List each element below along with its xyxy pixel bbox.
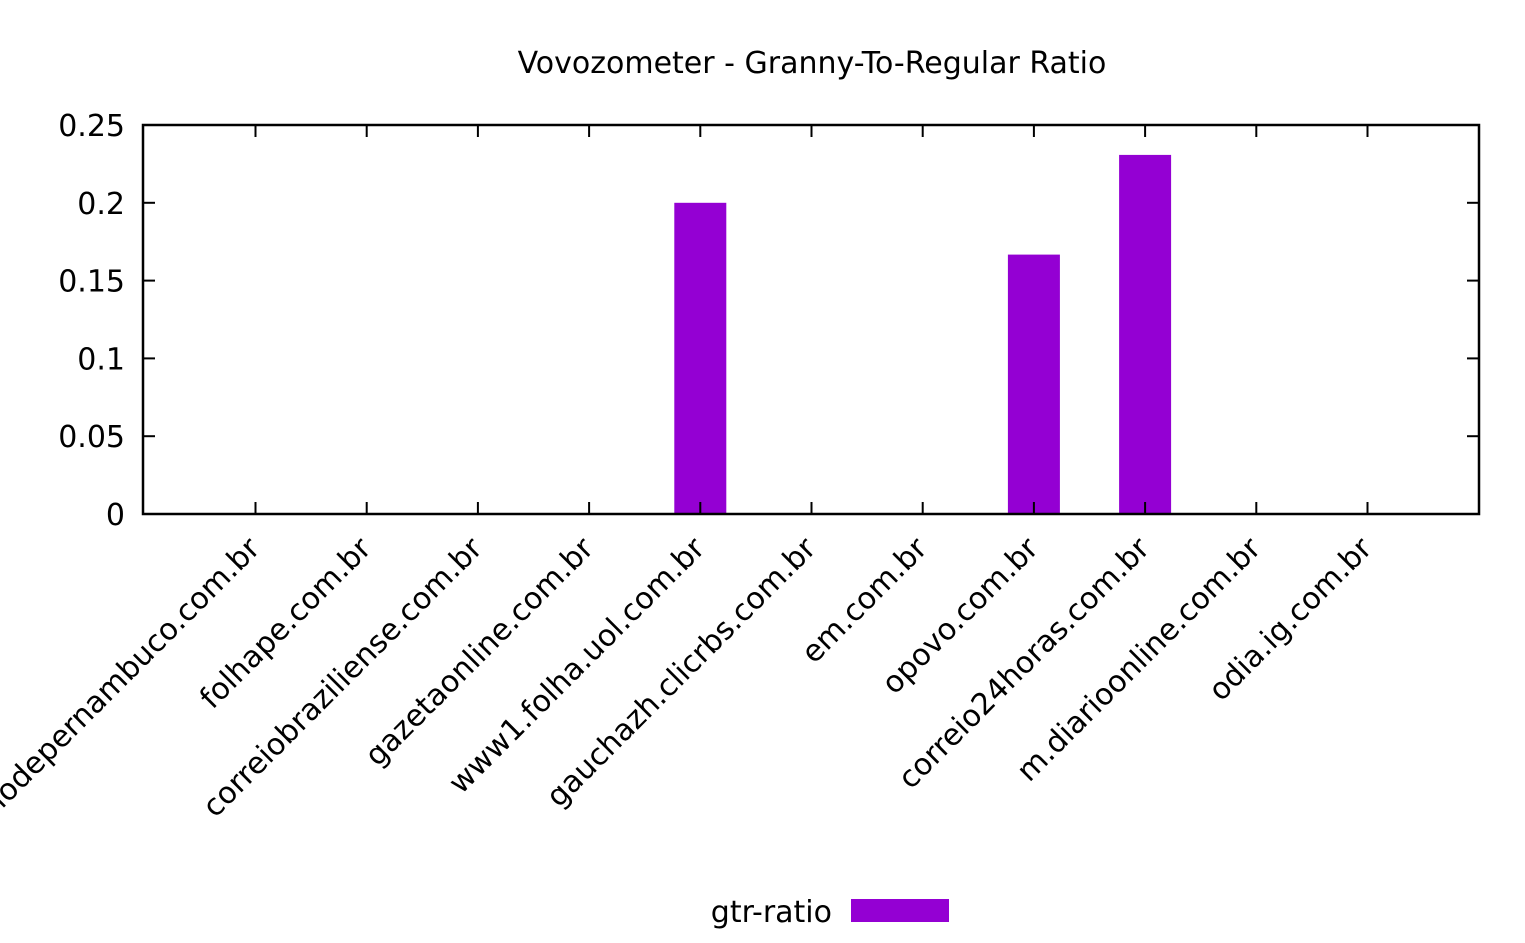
- bar-opovo.com.br: [1007, 254, 1060, 514]
- x-tick-label-gazetaonline.com.br: gazetaonline.com.br: [358, 530, 601, 773]
- legend-label-gtr-ratio: gtr-ratio: [711, 895, 832, 930]
- y-tick-label: 0: [106, 498, 125, 533]
- y-tick-label: 0.2: [77, 187, 125, 222]
- y-tick-label: 0.15: [58, 265, 125, 300]
- x-axis-labels: diariodepernambuco.com.brfolhape.com.brc…: [0, 530, 1380, 856]
- plot-frame: [141, 123, 1481, 516]
- ticks-group: [143, 124, 1479, 515]
- y-tick-label: 0.05: [58, 420, 125, 455]
- y-tick-label: 0.1: [77, 342, 125, 377]
- bars-group: [674, 154, 1172, 515]
- bar-www1.folha.uol.com.br: [674, 202, 727, 515]
- y-axis-labels: 0 0.05 0.1 0.15 0.2 0.25: [58, 109, 125, 533]
- chart-title: Vovozometer - Granny-To-Regular Ratio: [518, 46, 1107, 81]
- legend-swatch-gtr-ratio: [851, 899, 949, 922]
- y-tick-label: 0.25: [58, 109, 125, 144]
- legend: gtr-ratio: [711, 895, 949, 930]
- bar-correio24horas.com.br: [1119, 154, 1172, 514]
